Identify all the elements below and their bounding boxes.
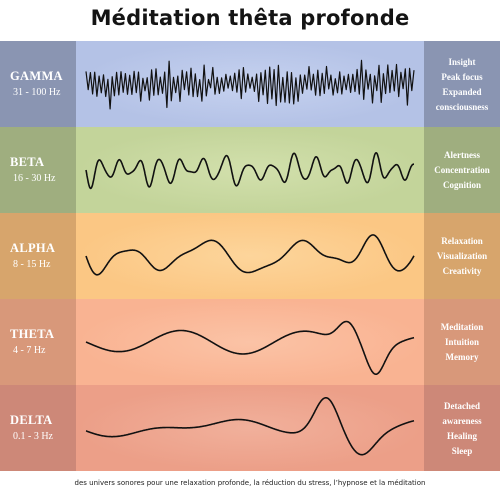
band-frequency: 16 - 30 Hz: [13, 173, 56, 184]
effect-item: Meditation: [440, 322, 484, 332]
delta-wave: [85, 397, 415, 456]
beta-wave: [85, 152, 415, 190]
effect-item: Concentration: [434, 165, 490, 175]
band-label-panel: [0, 41, 76, 127]
band-label-panel: [0, 299, 76, 385]
band-name: DELTA: [10, 413, 53, 427]
effect-item: Memory: [445, 352, 479, 362]
theta-wave: [85, 320, 415, 375]
band-effects: Insight Peak focus Expanded consciousnes…: [424, 55, 500, 115]
wave-line: [85, 59, 415, 110]
band-name: BETA: [10, 155, 45, 169]
page-title: Méditation thêta profonde: [90, 6, 410, 30]
band-effects: Meditation Intuition Memory: [424, 320, 500, 365]
wave-panel: [76, 213, 424, 299]
band-theta: THETA 4 - 7 Hz Meditation Intuition Memo…: [0, 299, 500, 385]
band-name: THETA: [10, 327, 55, 341]
band-effects-panel: [424, 213, 500, 299]
effect-item: Peak focus: [441, 72, 483, 82]
wave-line: [85, 397, 415, 456]
wave-line: [85, 320, 415, 375]
band-effects: Relaxation Visualization Creativity: [424, 234, 500, 279]
footer-caption: des univers sonores pour une relaxation …: [74, 479, 426, 487]
effect-item: Creativity: [442, 266, 482, 276]
band-gamma: GAMMA 31 - 100 Hz Insight Peak focus Exp…: [0, 41, 500, 127]
band-frequency: 0.1 - 3 Hz: [13, 431, 53, 442]
band-label-panel: [0, 213, 76, 299]
band-effects-panel: [424, 299, 500, 385]
band-delta: DELTA 0.1 - 3 Hz Detached awareness Heal…: [0, 385, 500, 471]
band-beta: BETA 16 - 30 Hz Alertness Concentration …: [0, 127, 500, 213]
band-effects-panel: [424, 41, 500, 127]
wave-line: [85, 152, 415, 190]
effect-item: Intuition: [444, 337, 479, 347]
effect-item: awareness: [442, 416, 482, 426]
band-label-panel: [0, 385, 76, 471]
effect-item: Visualization: [436, 251, 488, 261]
band-effects: Alertness Concentration Cognition: [424, 148, 500, 193]
band-label-panel: [0, 127, 76, 213]
effect-item: Insight: [448, 57, 476, 67]
wave-panel: [76, 41, 424, 127]
band-name: GAMMA: [10, 69, 63, 83]
effect-item: Cognition: [442, 180, 481, 190]
effect-item: Alertness: [444, 150, 480, 160]
band-effects-panel: [424, 385, 500, 471]
effect-item: consciousness: [435, 102, 489, 112]
band-alpha: ALPHA 8 - 15 Hz Relaxation Visualization…: [0, 213, 500, 299]
band-effects: Detached awareness Healing Sleep: [424, 399, 500, 459]
effect-item: Expanded: [442, 87, 482, 97]
band-frequency: 8 - 15 Hz: [13, 259, 51, 270]
wave-panel: [76, 299, 424, 385]
effect-item: Sleep: [451, 446, 473, 456]
band-name: ALPHA: [10, 241, 56, 255]
gamma-wave: [85, 59, 415, 110]
band-frequency: 4 - 7 Hz: [13, 345, 46, 356]
effect-item: Detached: [444, 401, 480, 411]
wave-panel: [76, 385, 424, 471]
effect-item: Relaxation: [441, 236, 483, 246]
band-frequency: 31 - 100 Hz: [13, 87, 61, 98]
band-effects-panel: [424, 127, 500, 213]
wave-line: [85, 234, 415, 276]
effect-item: Healing: [446, 431, 477, 441]
alpha-wave: [85, 234, 415, 276]
